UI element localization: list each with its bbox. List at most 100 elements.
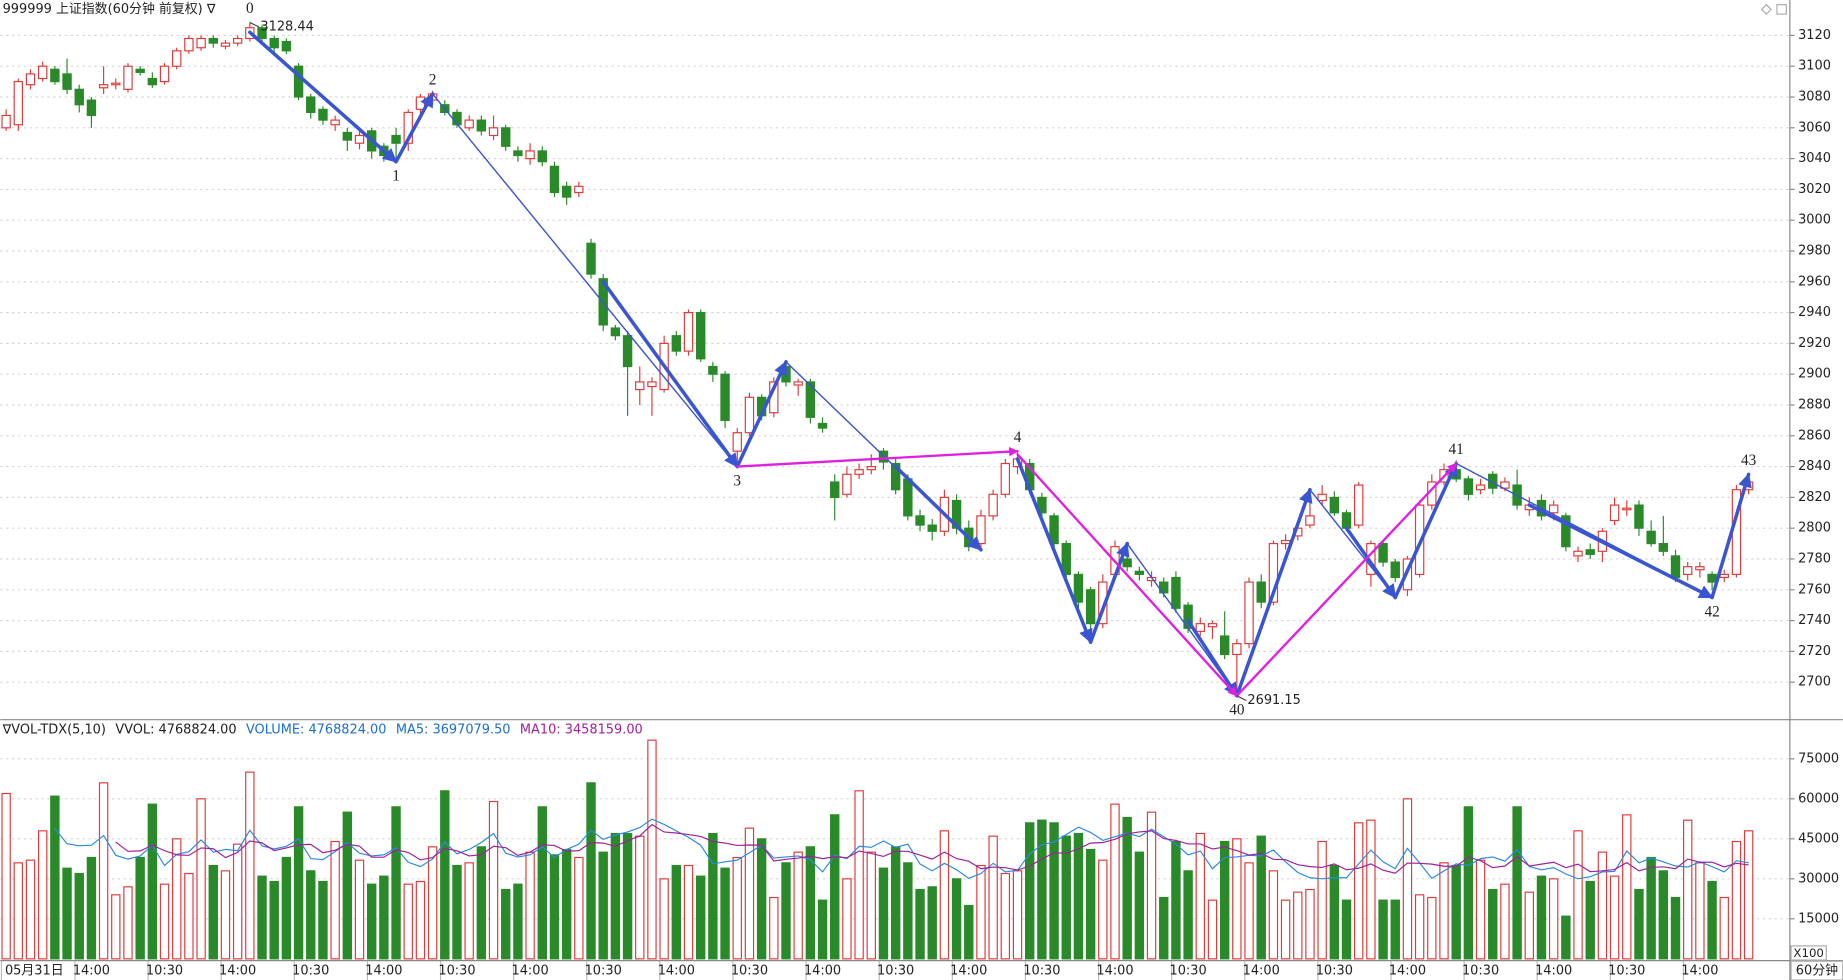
volume-bar <box>1731 840 1742 960</box>
volume-ma-line <box>54 818 1749 880</box>
y-tick-label: 3100 <box>1798 59 1831 74</box>
trend-segment <box>1344 526 1398 600</box>
candle-body <box>172 50 182 67</box>
icon[interactable] <box>1776 4 1787 15</box>
volume-y-tick-label: 30000 <box>1798 871 1839 886</box>
candle-body <box>1268 542 1279 603</box>
volume-y-tick-label: 15000 <box>1798 911 1839 926</box>
volume-bar <box>1305 888 1315 960</box>
candle-body <box>86 99 97 117</box>
volume-bar <box>1219 840 1230 960</box>
x-tick-label: 10:30 <box>877 964 914 979</box>
volume-bar <box>1561 915 1571 960</box>
x-tick-label: 14:00 <box>365 964 402 979</box>
volume-bar <box>598 851 608 960</box>
candle-body <box>147 77 158 86</box>
candle-body <box>1683 566 1693 575</box>
volume-y-tick-label: 45000 <box>1798 831 1839 846</box>
volume-bar <box>184 872 194 960</box>
volume-bar <box>1354 822 1364 960</box>
volume-bar <box>172 838 182 960</box>
volume-bar <box>610 832 621 960</box>
candle-body <box>549 165 560 194</box>
candle-body <box>354 134 365 144</box>
volume-ma-line <box>115 823 1749 874</box>
volume-bar <box>1634 888 1644 960</box>
volume-bar <box>1122 816 1132 960</box>
candle-body <box>1219 635 1230 656</box>
candle-body <box>695 312 706 360</box>
candle-body <box>135 68 145 73</box>
candle-body <box>342 131 353 141</box>
trend-segment <box>1015 457 1093 644</box>
y-tick-label: 2920 <box>1798 336 1831 351</box>
volume-bar <box>1658 870 1669 960</box>
y-tick-label: 2940 <box>1798 305 1831 320</box>
volume-bar <box>939 830 950 960</box>
candle-body <box>1 114 11 129</box>
volume-bar <box>720 867 730 960</box>
price-leader <box>1236 695 1247 702</box>
candle-body <box>50 68 60 83</box>
volume-bar <box>37 830 48 960</box>
candle-body <box>1378 542 1388 563</box>
x-tick-label: 05月31日 <box>5 964 64 979</box>
candle-body <box>501 127 511 147</box>
volume-bar <box>74 872 84 960</box>
legend-item: ∇VOL-TDX(5,10) <box>2 722 106 737</box>
candle-body <box>74 88 84 106</box>
x-tick-label: 10:30 <box>1023 964 1060 979</box>
candle-body <box>988 493 998 517</box>
candle-body <box>1548 504 1559 514</box>
volume-bar <box>842 878 852 960</box>
trend-segment <box>431 93 738 468</box>
volume-bar <box>744 827 755 960</box>
candle-body <box>318 108 328 121</box>
candle-body <box>1049 515 1059 545</box>
candle-body <box>208 37 218 44</box>
trend-segment <box>1235 462 1458 697</box>
trend-segment <box>1393 461 1458 600</box>
candle-body <box>391 134 401 144</box>
x-tick-label: 14:00 <box>1389 964 1426 979</box>
volume-bar <box>1695 862 1705 960</box>
candle-body <box>1670 555 1681 579</box>
y-tick-label: 2760 <box>1798 582 1831 597</box>
volume-bar <box>415 880 426 960</box>
candle-body <box>1305 515 1315 526</box>
y-tick-label: 2820 <box>1798 490 1831 505</box>
volume-bar <box>1061 835 1071 960</box>
period-label[interactable]: 60分钟 <box>1796 963 1838 979</box>
volume-bar <box>1195 832 1205 960</box>
volume-bar <box>1341 899 1352 960</box>
unit-box <box>1790 945 1827 961</box>
volume-bar <box>659 878 669 960</box>
y-tick-label: 2800 <box>1798 521 1831 536</box>
pivot-label: 4 <box>1014 429 1022 446</box>
chart-title: 999999 上证指数(60分钟 前复权) ∇ <box>3 1 216 17</box>
legend-item: MA10: 3458159.00 <box>520 722 643 737</box>
volume-bar <box>111 894 121 960</box>
y-tick-label: 2720 <box>1798 644 1831 659</box>
x-tick-label: 14:00 <box>1681 964 1718 979</box>
volume-bar <box>756 838 767 960</box>
trend-segment <box>735 360 788 469</box>
y-tick-label: 3120 <box>1798 28 1831 43</box>
trend-segment <box>1088 541 1130 644</box>
candle-body <box>525 150 535 160</box>
window-icons[interactable] <box>1760 3 1787 15</box>
x-tick-label: 14:00 <box>1096 964 1133 979</box>
candle-body <box>744 396 755 434</box>
icon[interactable] <box>1760 3 1772 15</box>
candle-body <box>232 37 243 44</box>
volume-bar <box>476 846 487 960</box>
y-tick-label: 2700 <box>1798 675 1831 690</box>
volume-bar <box>1207 899 1218 960</box>
volume-bar <box>13 862 24 960</box>
candle-body <box>854 469 864 475</box>
pivot-label: 42 <box>1704 603 1719 620</box>
pivot-label: 1 <box>392 167 400 184</box>
volume-bar <box>306 870 316 960</box>
y-tick-label: 3060 <box>1798 120 1831 135</box>
